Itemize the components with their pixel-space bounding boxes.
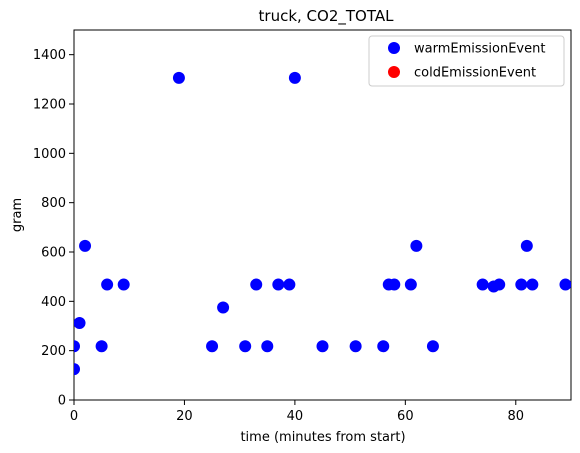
- y-tick-label: 1200: [33, 98, 66, 113]
- warm-emission-point: [404, 278, 417, 291]
- x-tick-label: 20: [176, 409, 193, 424]
- legend-label-warm: warmEmissionEvent: [414, 42, 545, 57]
- warm-emission-point: [476, 278, 489, 291]
- warm-emission-point: [172, 71, 185, 84]
- y-tick-label: 800: [41, 196, 66, 211]
- warm-emission-point: [74, 363, 80, 376]
- legend-frame: [368, 35, 565, 87]
- plot-area: 0 20 40 60 80 0 200 400 600 800 1000 1200 1400: [33, 29, 572, 424]
- y-axis: 0 200 400 600 800 1000 1200 1400: [33, 48, 74, 409]
- warm-emission-point: [74, 317, 86, 330]
- warm-emission-point: [316, 340, 329, 353]
- x-tick-label: 60: [397, 409, 414, 424]
- y-tick-label: 0: [58, 394, 66, 409]
- y-axis-label: gram: [10, 198, 25, 232]
- warm-emission-point: [74, 340, 80, 353]
- warm-emission-point: [101, 278, 114, 291]
- warm-emission-point: [288, 71, 301, 84]
- warm-emission-point: [559, 278, 571, 291]
- chart-title: truck, CO2_TOTAL: [259, 7, 395, 26]
- y-tick-label: 200: [41, 344, 66, 359]
- plot-frame: [73, 29, 572, 401]
- y-tick-label: 400: [41, 295, 66, 310]
- warm-emission-point: [95, 340, 108, 353]
- warm-emission-point: [79, 239, 92, 252]
- legend: warmEmissionEvent coldEmissionEvent: [368, 35, 565, 87]
- warm-emission-point: [426, 340, 439, 353]
- y-tick-label: 600: [41, 246, 66, 261]
- warm-emission-point: [349, 340, 362, 353]
- y-tick-label: 1400: [33, 48, 66, 63]
- y-tick-label: 1000: [33, 147, 66, 162]
- warm-emission-point: [272, 278, 285, 291]
- legend-label-cold: coldEmissionEvent: [414, 66, 536, 81]
- legend-marker-warm: [388, 42, 400, 54]
- warm-emission-point: [515, 278, 528, 291]
- x-axis: 0 20 40 60 80: [70, 400, 524, 424]
- warm-emission-point: [206, 340, 219, 353]
- x-tick-label: 0: [70, 409, 78, 424]
- warm-emission-point: [520, 239, 533, 252]
- warm-emission-point: [410, 239, 423, 252]
- warm-emission-point: [239, 340, 252, 353]
- warm-emission-point: [526, 278, 539, 291]
- warm-emission-point: [493, 278, 506, 291]
- x-tick-label: 40: [287, 409, 304, 424]
- legend-marker-cold: [388, 66, 400, 78]
- warm-emission-point: [261, 340, 274, 353]
- x-axis-label: time (minutes from start): [240, 430, 405, 445]
- x-tick-label: 80: [508, 409, 525, 424]
- warm-emission-point: [388, 278, 401, 291]
- warm-emission-point: [217, 301, 230, 314]
- warm-emission-point: [117, 278, 130, 291]
- warm-emission-point: [250, 278, 263, 291]
- warm-emission-point: [377, 340, 390, 353]
- warm-emission-point: [283, 278, 296, 291]
- data-points: [74, 71, 571, 376]
